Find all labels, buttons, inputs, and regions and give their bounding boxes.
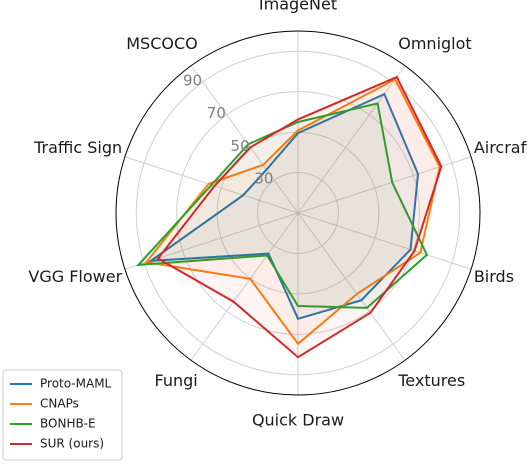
axis-label-vgg-flower: VGG Flower [28,267,122,286]
axis-label-imagenet: ImageNet [259,0,337,14]
spoke-textures [297,212,406,361]
series-sur-ours [156,75,443,359]
legend: Proto-MAML CNAPs BONHB-E SUR (ours) [2,369,123,461]
axis-label-omniglot: Omniglot [398,34,471,53]
axis-label-mscoco: MSCOCO [126,34,198,53]
legend-label-cnaps: CNAPs [40,397,79,411]
spoke-birds [297,212,472,270]
spoke-mscoco [190,65,299,214]
series-bonhb-e [135,102,429,309]
axis-label-traffic-sign: Traffic Sign [33,138,122,157]
axis-label-textures: Textures [397,371,465,390]
spoke-omniglot [297,65,406,214]
tick-label-90: 90 [183,71,202,89]
axis-label-birds: Birds [474,267,514,286]
series-cnaps [144,77,441,346]
axis-label-fungi: Fungi [155,371,198,390]
tick-label-50: 50 [231,137,250,155]
tick-label-70: 70 [207,104,226,122]
radar-series [135,75,443,359]
legend-label-sur-ours: SUR (ours) [40,437,104,451]
axis-label-quick-draw: Quick Draw [252,411,344,430]
legend-box [2,369,123,461]
tick-label-30: 30 [254,170,273,188]
radar-frame [115,30,481,396]
legend-label-proto-maml: Proto-MAML [40,377,112,391]
legend-label-bonhb-e: BONHB-E [40,417,96,431]
series-proto-maml [147,92,420,321]
axis-label-aircraft: Aircraft [474,138,527,157]
spoke-fungi [190,212,299,361]
